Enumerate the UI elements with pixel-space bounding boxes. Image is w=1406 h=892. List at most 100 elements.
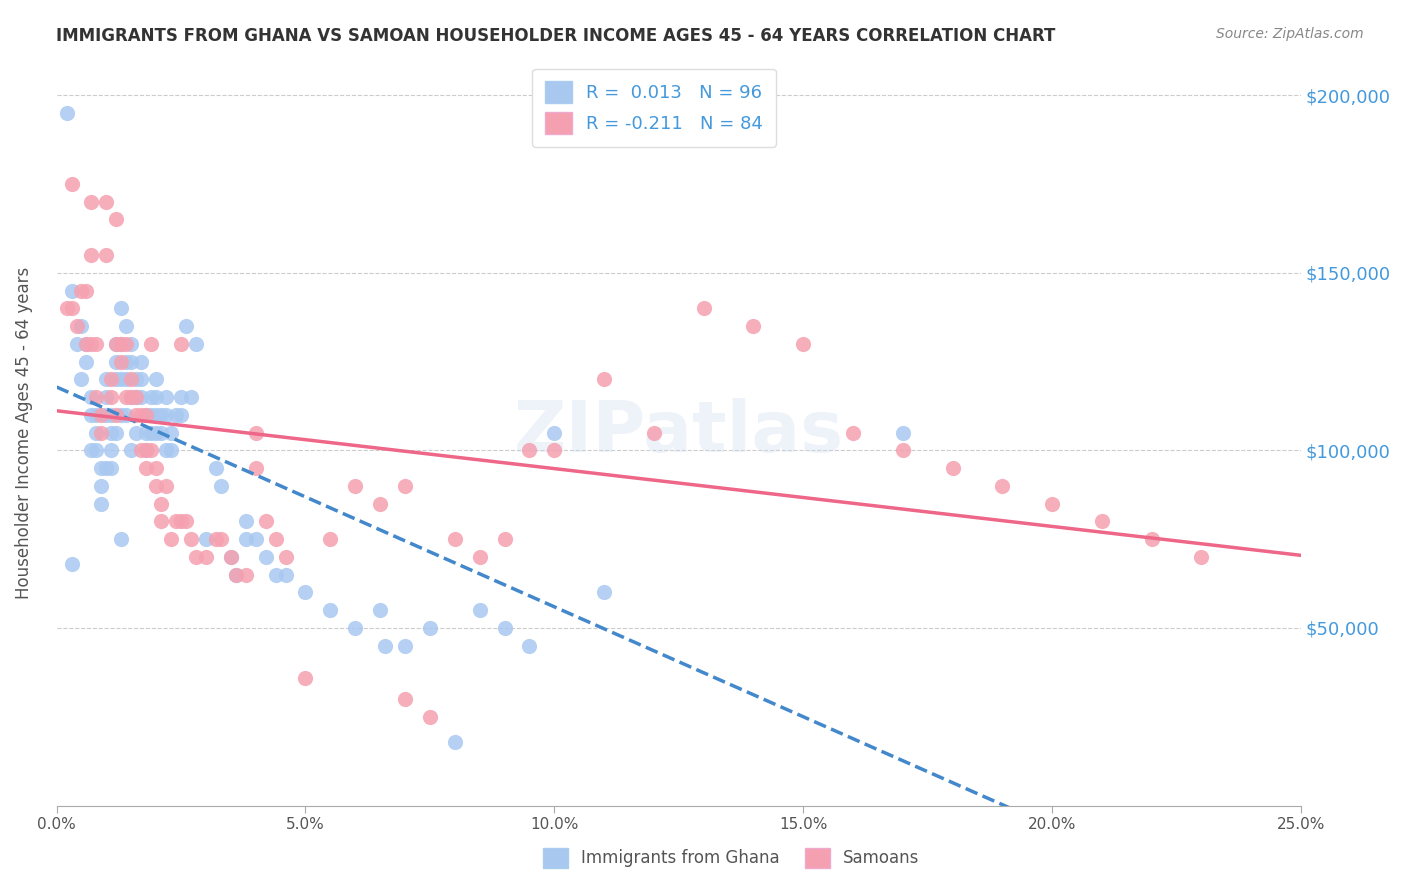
Point bbox=[86, 390, 108, 404]
Point bbox=[394, 692, 416, 706]
Point bbox=[105, 372, 128, 386]
Point bbox=[76, 354, 98, 368]
Point bbox=[65, 336, 87, 351]
Point bbox=[150, 515, 173, 529]
Point bbox=[692, 301, 714, 316]
Point bbox=[184, 549, 207, 564]
Point bbox=[891, 443, 914, 458]
Point bbox=[219, 549, 242, 564]
Point bbox=[80, 336, 103, 351]
Point bbox=[145, 390, 167, 404]
Point bbox=[419, 621, 441, 635]
Point bbox=[225, 567, 247, 582]
Point bbox=[160, 532, 183, 546]
Point bbox=[1091, 515, 1114, 529]
Point bbox=[842, 425, 865, 440]
Point bbox=[100, 461, 122, 475]
Point bbox=[141, 336, 163, 351]
Point bbox=[135, 461, 157, 475]
Point bbox=[110, 532, 132, 546]
Point bbox=[105, 408, 128, 422]
Point bbox=[110, 408, 132, 422]
Point bbox=[319, 532, 342, 546]
Point bbox=[194, 532, 217, 546]
Point bbox=[245, 532, 267, 546]
Point bbox=[274, 567, 297, 582]
Point bbox=[145, 372, 167, 386]
Point bbox=[60, 177, 83, 191]
Point bbox=[205, 461, 228, 475]
Point bbox=[125, 372, 148, 386]
Point bbox=[368, 497, 391, 511]
Point bbox=[254, 549, 277, 564]
Point bbox=[100, 425, 122, 440]
Point bbox=[742, 319, 765, 334]
Point bbox=[135, 443, 157, 458]
Point bbox=[792, 336, 814, 351]
Text: Source: ZipAtlas.com: Source: ZipAtlas.com bbox=[1216, 27, 1364, 41]
Point bbox=[170, 515, 193, 529]
Point bbox=[494, 532, 516, 546]
Point bbox=[155, 443, 177, 458]
Point bbox=[135, 408, 157, 422]
Point bbox=[174, 515, 197, 529]
Point bbox=[90, 497, 112, 511]
Point bbox=[593, 372, 616, 386]
Point bbox=[129, 443, 152, 458]
Point bbox=[145, 408, 167, 422]
Point bbox=[100, 408, 122, 422]
Legend: Immigrants from Ghana, Samoans: Immigrants from Ghana, Samoans bbox=[536, 841, 927, 875]
Point bbox=[105, 336, 128, 351]
Point bbox=[120, 336, 142, 351]
Point bbox=[145, 425, 167, 440]
Point bbox=[264, 567, 287, 582]
Point bbox=[100, 372, 122, 386]
Point bbox=[225, 567, 247, 582]
Point bbox=[105, 425, 128, 440]
Point bbox=[96, 390, 118, 404]
Point bbox=[170, 390, 193, 404]
Point bbox=[125, 390, 148, 404]
Point bbox=[80, 408, 103, 422]
Point bbox=[235, 532, 257, 546]
Point bbox=[105, 336, 128, 351]
Point bbox=[155, 390, 177, 404]
Point bbox=[55, 106, 77, 120]
Point bbox=[319, 603, 342, 617]
Point bbox=[235, 567, 257, 582]
Point bbox=[184, 336, 207, 351]
Point bbox=[90, 425, 112, 440]
Point bbox=[115, 372, 138, 386]
Point bbox=[150, 497, 173, 511]
Point bbox=[125, 425, 148, 440]
Point bbox=[165, 515, 187, 529]
Point bbox=[942, 461, 965, 475]
Point bbox=[86, 408, 108, 422]
Point bbox=[115, 408, 138, 422]
Point bbox=[76, 336, 98, 351]
Point bbox=[394, 639, 416, 653]
Point bbox=[991, 479, 1014, 493]
Point bbox=[90, 408, 112, 422]
Point bbox=[70, 319, 93, 334]
Point bbox=[443, 532, 465, 546]
Point bbox=[115, 336, 138, 351]
Point bbox=[80, 248, 103, 262]
Point bbox=[368, 603, 391, 617]
Point bbox=[245, 461, 267, 475]
Point bbox=[180, 532, 202, 546]
Point bbox=[120, 443, 142, 458]
Point bbox=[394, 479, 416, 493]
Point bbox=[174, 319, 197, 334]
Point bbox=[105, 354, 128, 368]
Point bbox=[145, 461, 167, 475]
Point bbox=[593, 585, 616, 599]
Point bbox=[65, 319, 87, 334]
Point bbox=[543, 425, 565, 440]
Point bbox=[135, 408, 157, 422]
Point bbox=[235, 515, 257, 529]
Point bbox=[96, 408, 118, 422]
Point bbox=[141, 425, 163, 440]
Point bbox=[135, 443, 157, 458]
Point bbox=[100, 443, 122, 458]
